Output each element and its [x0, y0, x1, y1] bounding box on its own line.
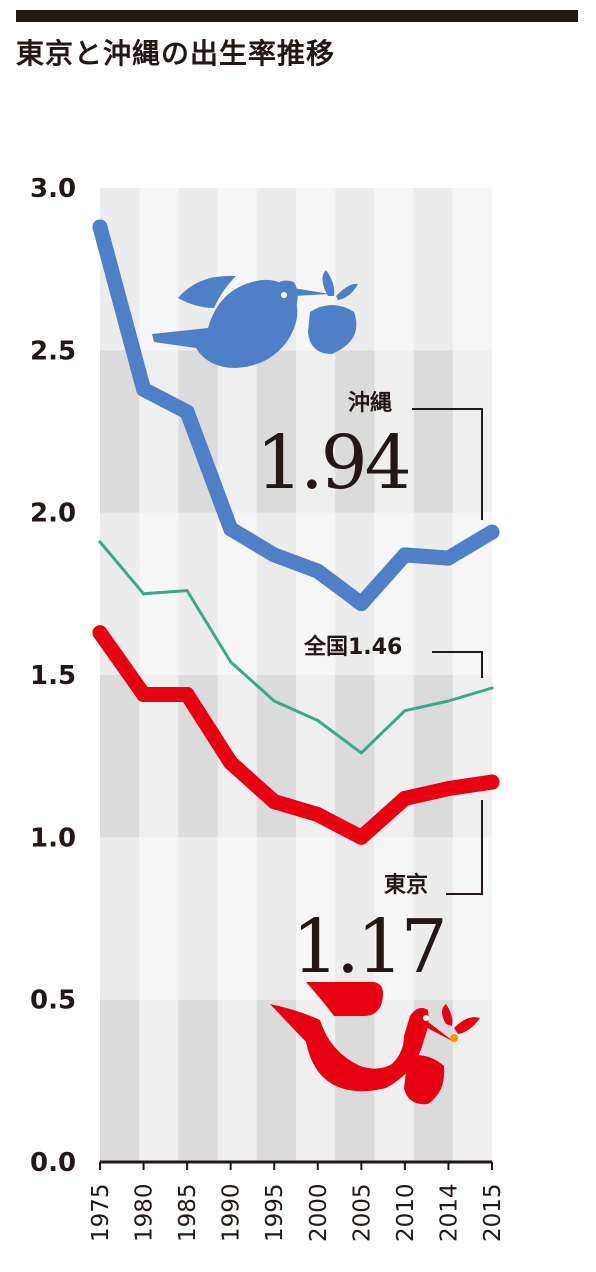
x-axis-ticks: 1975 1980 1985 1990 1995 2000 2005 2010 2014 2015 — [88, 1183, 506, 1242]
data-point — [353, 596, 369, 612]
stork-icon — [152, 270, 358, 368]
column-stripe — [452, 188, 492, 1162]
title-bar — [16, 10, 578, 22]
data-point — [446, 699, 450, 703]
series-line-national — [98, 540, 494, 755]
data-point — [310, 563, 326, 579]
column-stripes — [139, 188, 492, 1162]
x-tick-label: 2005 — [349, 1183, 375, 1242]
x-tick-label: 2010 — [393, 1183, 419, 1242]
data-point — [92, 625, 108, 641]
data-point — [397, 790, 413, 806]
x-tick-label: 1995 — [262, 1183, 288, 1242]
data-point — [179, 686, 195, 702]
y-tick-label: 2.0 — [30, 499, 76, 529]
data-point — [223, 755, 239, 771]
column-stripe — [374, 188, 414, 1162]
axis — [99, 1160, 493, 1170]
data-point — [353, 829, 369, 845]
data-point — [136, 686, 152, 702]
leader-line-tokyo — [446, 800, 483, 895]
y-tick-label: 0.5 — [30, 986, 76, 1016]
data-point — [266, 794, 282, 810]
data-point — [359, 751, 363, 755]
x-tick-label: 2015 — [480, 1183, 506, 1242]
value-label-okinawa: 1.94 — [256, 420, 409, 506]
chart-title: 東京と沖縄の出生率推移 — [16, 37, 336, 70]
column-stripe — [139, 188, 179, 1162]
data-point — [223, 521, 239, 537]
y-axis-ticks: 0.0 0.5 1.0 1.5 2.0 2.5 3.0 — [30, 174, 76, 1178]
data-point — [310, 807, 326, 823]
x-tick-label: 1985 — [175, 1183, 201, 1242]
leader-line-national — [432, 651, 483, 678]
data-point — [484, 524, 500, 540]
x-tick-label: 2014 — [436, 1183, 462, 1242]
data-point — [98, 540, 102, 544]
data-point — [266, 547, 282, 563]
y-tick-label: 1.0 — [30, 823, 76, 853]
series-lines — [92, 219, 500, 845]
data-point — [403, 709, 407, 713]
data-point — [440, 550, 456, 566]
x-tick-label: 1975 — [88, 1183, 114, 1242]
y-tick-label: 1.5 — [30, 661, 76, 691]
stork-icon — [270, 982, 480, 1105]
data-point — [179, 404, 195, 420]
data-point — [92, 219, 108, 235]
data-point — [484, 774, 500, 790]
data-point — [185, 589, 189, 593]
data-point — [397, 547, 413, 563]
x-tick-label: 2000 — [306, 1183, 332, 1242]
x-tick-label: 1990 — [219, 1183, 245, 1242]
data-point — [490, 686, 494, 690]
data-point — [440, 781, 456, 797]
data-point — [142, 592, 146, 596]
data-point — [316, 718, 320, 722]
y-tick-label: 3.0 — [30, 174, 76, 204]
y-tick-label: 0.0 — [30, 1148, 76, 1178]
value-label-tokyo: 1.17 — [292, 904, 445, 990]
series-line-tokyo — [92, 625, 500, 845]
label-national: 全国1.46 — [303, 634, 402, 660]
label-okinawa: 沖縄 — [348, 391, 392, 416]
data-point — [229, 660, 233, 664]
data-point — [136, 381, 152, 397]
leader-line-okinawa — [412, 408, 483, 520]
label-tokyo: 東京 — [384, 872, 428, 898]
x-tick-label: 1980 — [132, 1183, 158, 1242]
series-line-okinawa — [92, 219, 500, 612]
y-tick-label: 2.5 — [30, 336, 76, 366]
data-point — [272, 699, 276, 703]
